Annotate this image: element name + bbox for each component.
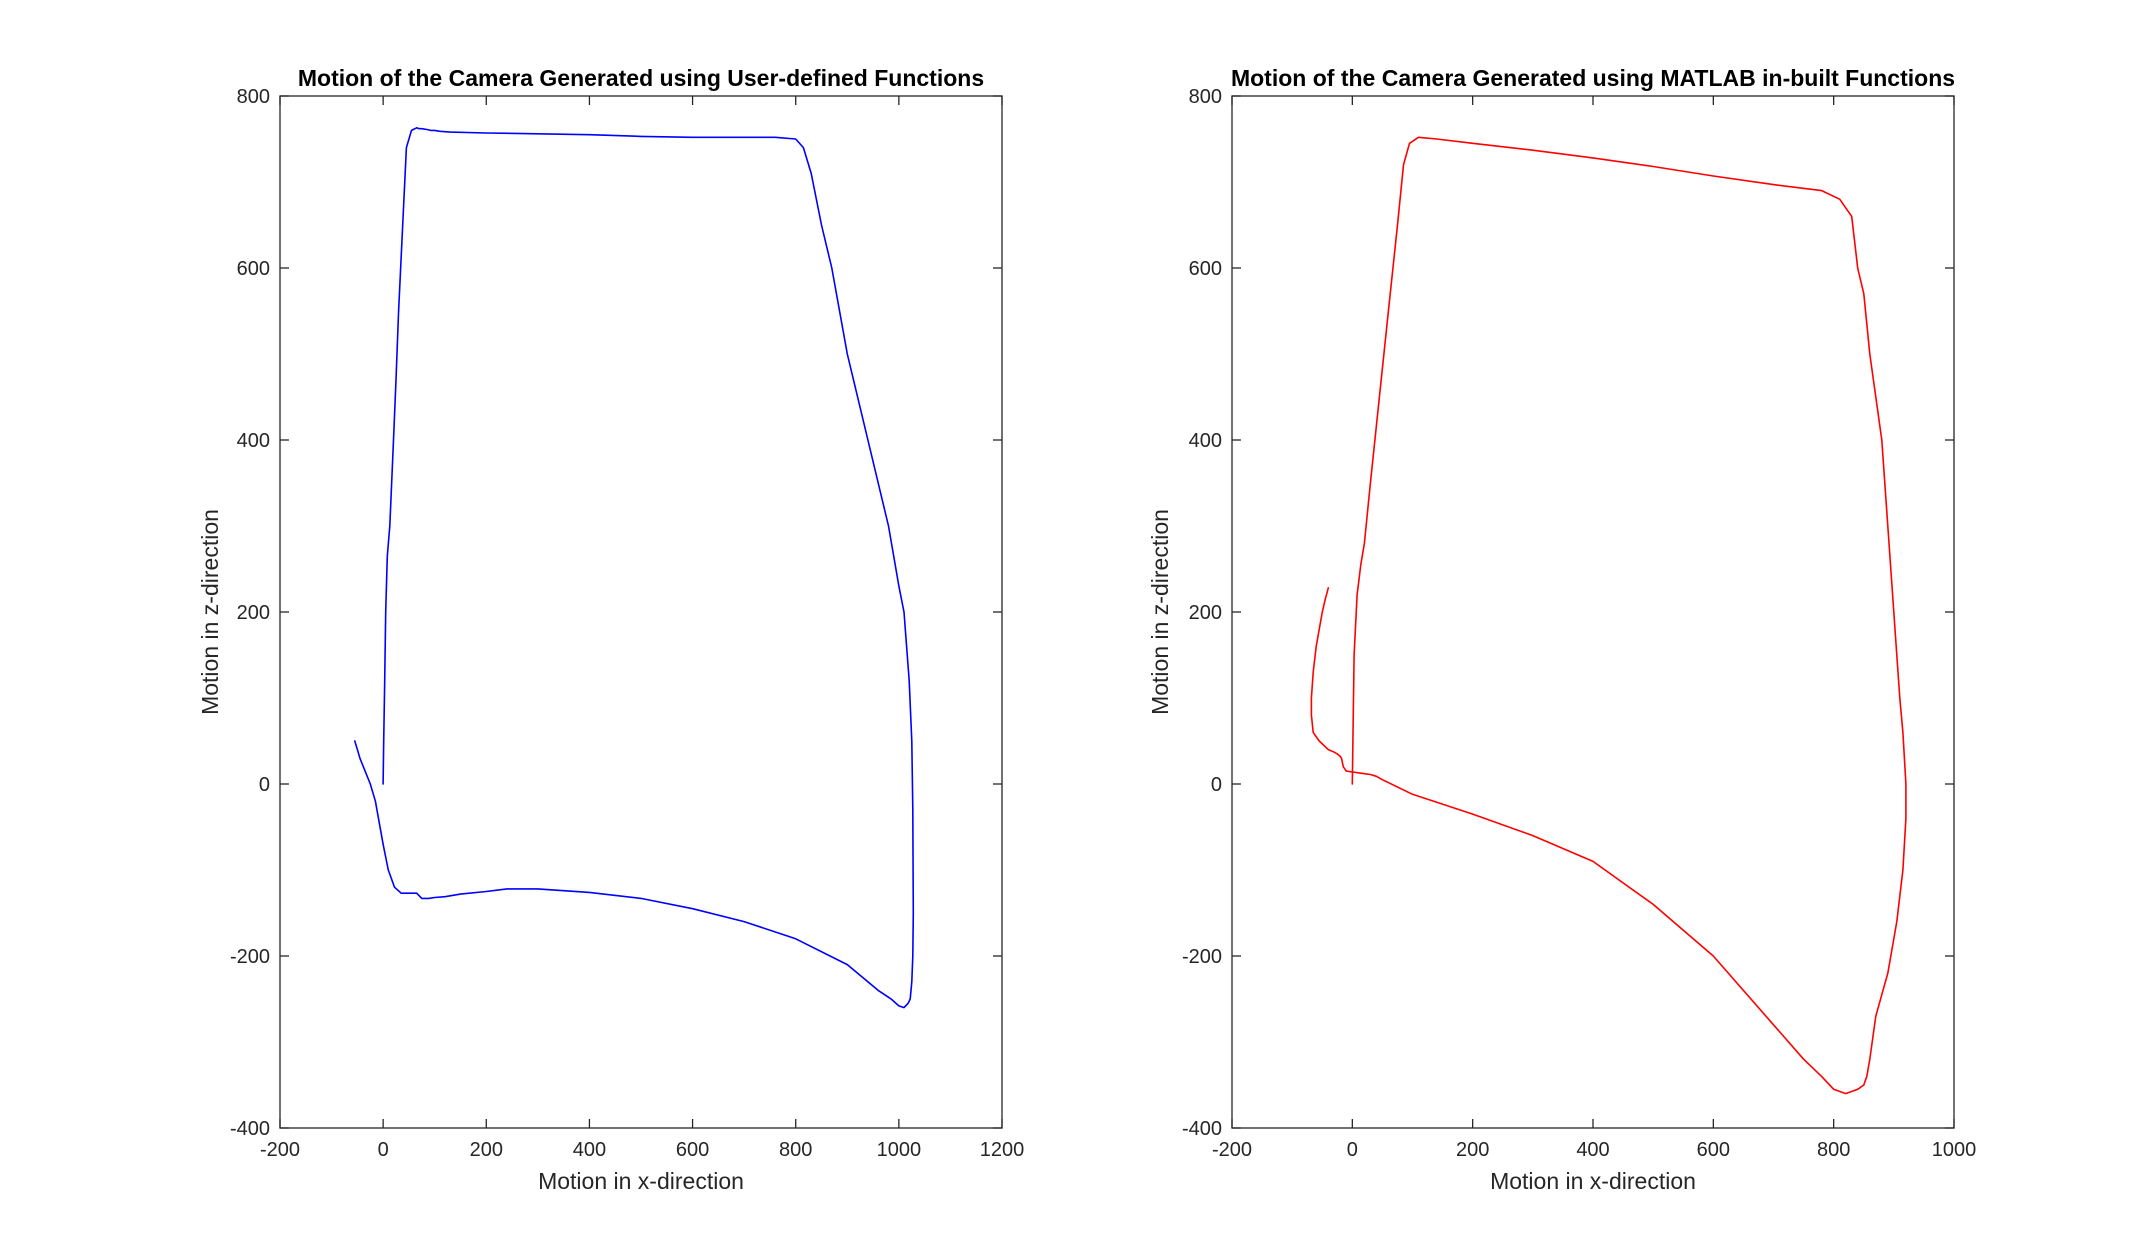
x-tick-label: -200 [260,1139,300,1161]
y-tick-label: -400 [1182,1118,1222,1140]
y-tick-label: 200 [237,602,270,624]
series-lines-left [353,127,915,1009]
x-tick-label: 800 [779,1139,812,1161]
series-line-left [353,127,915,1009]
x-tick-label: 400 [573,1139,606,1161]
x-tick-label: 800 [1817,1139,1850,1161]
series-lines-right [1310,136,1907,1095]
x-tick-label: 200 [1456,1139,1489,1161]
x-tick-label: 0 [1347,1139,1358,1161]
y-tick-label: 0 [259,774,270,796]
x-tick-label: 600 [1697,1139,1730,1161]
x-tick-label: 200 [470,1139,503,1161]
x-tick-label: 400 [1576,1139,1609,1161]
y-tick-label: 0 [1211,774,1222,796]
chart-title-right: Motion of the Camera Generated using MAT… [1231,65,1955,91]
y-tick-label: -200 [1182,946,1222,968]
axes-box-left [279,95,1003,1129]
y-tick-label: -200 [230,946,270,968]
x-tick-label: 600 [676,1139,709,1161]
x-axis-label-right: Motion in x-direction [1490,1168,1696,1194]
x-tick-label: 1000 [877,1139,922,1161]
chart-title-left: Motion of the Camera Generated using Use… [298,65,984,91]
chart-matlab-inbuilt: Motion of the Camera Generated using MAT… [1147,65,1976,1194]
x-tick-label: 0 [378,1139,389,1161]
y-tick-label: 600 [1189,258,1222,280]
axes-box-right [1231,95,1955,1129]
x-tick-label: -200 [1212,1139,1252,1161]
y-tick-label: 400 [1189,430,1222,452]
y-tick-label: 800 [237,86,270,108]
ticks-left: -200 0 200 400 600 800 1000 1200-400-2000200400… [230,86,1024,1161]
y-tick-label: 800 [1189,86,1222,108]
y-axis-label-left: Motion in z-direction [197,509,223,715]
x-tick-label: 1000 [1932,1139,1977,1161]
y-tick-label: 200 [1189,602,1222,624]
x-tick-label: 1200 [980,1139,1025,1161]
series-line-right [1310,136,1907,1095]
y-tick-label: 400 [237,430,270,452]
ticks-right: -200 0 200 400 600 800 1000-400-20002004006008… [1182,86,1976,1161]
y-tick-label: -400 [230,1118,270,1140]
y-axis-label-right: Motion in z-direction [1147,509,1173,715]
x-axis-label-left: Motion in x-direction [538,1168,744,1194]
y-tick-label: 600 [237,258,270,280]
chart-user-defined: Motion of the Camera Generated using Use… [197,65,1024,1194]
